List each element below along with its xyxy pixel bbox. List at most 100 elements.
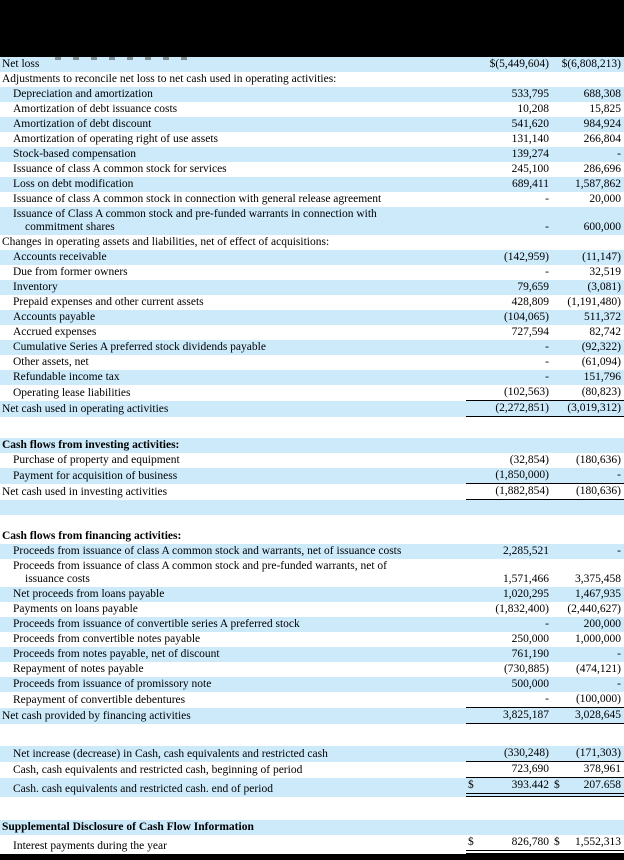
row-value-current: - [466,265,552,280]
row-label: Net loss [2,58,40,70]
amount-text: (1,191,480) [567,296,621,308]
row-value-current: (730,885) [466,662,552,677]
row-value-prior: (92,322) [552,340,624,355]
row-value-current: 723,690 [466,762,552,778]
amount-text: (80,823) [581,386,621,398]
row-label: Net cash used in operating activities [2,403,169,415]
row-value-current: 79,659 [466,280,552,295]
amount-text: 761,190 [511,648,549,660]
row-value-current: (330,248) [466,746,552,762]
amount-text: 15,825 [589,103,621,115]
row-label: Prepaid expenses and other current asset… [13,296,204,308]
amount-text: 131,140 [511,133,549,145]
currency-symbol: $ [554,836,560,848]
table-row: Repayment of notes payable (730,885) (474,… [0,662,624,677]
table-row: Proceeds from issuance of convertible se… [0,617,624,632]
row-value-current: 1,571,466 [466,572,552,587]
table-row: Payment for acquisition of business (1,85… [0,468,624,484]
amount-text: (1,850,000) [495,469,549,481]
row-value-current: (1,832,400) [466,602,552,617]
table-row: Other assets, net - (61,094) [0,355,624,370]
section-header-label: Supplemental Disclosure of Cash Flow Inf… [2,821,254,833]
row-value-prior: - [552,677,624,692]
row-value-prior: (3,081) [552,280,624,295]
row-value-current: - [466,617,552,632]
table-row: Accounts receivable (142,959) (11,147) [0,250,624,265]
row-label: Net increase (decrease) in Cash, cash eq… [13,748,328,760]
row-label: Payments on loans payable [13,603,138,615]
row-label: Interest payments during the year [13,840,167,852]
amount-text: 1,587,862 [575,178,621,190]
section-header-row: Supplemental Disclosure of Cash Flow Inf… [0,820,624,835]
table-row: Accounts payable (104,065) 511,372 [0,310,624,325]
amount-text: 32,519 [589,266,621,278]
row-value-current: 10,208 [466,102,552,117]
amount-text: - [617,148,621,160]
row-value-current: (1,882,854) [466,484,552,500]
amount-text: - [545,371,549,383]
amount-text: 1,020,295 [503,588,549,600]
table-row: Repayment of convertible debentures - (100… [0,692,624,708]
amount-text: 266,804 [583,133,621,145]
row-value-prior: (474,121) [552,662,624,677]
row-label: Amortization of debt issuance costs [13,103,178,115]
row-value-current: 1,020,295 [466,587,552,602]
table-row: Changes in operating assets and liabilit… [0,235,624,250]
table-row: Cash. cash equivalents and restricted ca… [0,778,624,797]
row-value-prior: 15,825 [552,102,624,117]
row-value-prior: (11,147) [552,250,624,265]
amount-text: - [617,545,621,557]
currency-symbol: $ [554,779,560,791]
amount-text: 200,000 [583,618,621,630]
row-value-prior: (61,094) [552,355,624,370]
table-row: Amortization of operating right of use a… [0,132,624,147]
amount-text: (102,563) [503,386,549,398]
table-row: Operating lease liabilities (102,563) (80,… [0,385,624,401]
amount-text: (1,832,400) [495,603,549,615]
row-label: Other assets, net [13,356,89,368]
table-row: Amortization of debt issuance costs 10,20… [0,102,624,117]
row-value-current: 250,000 [466,632,552,647]
row-label-wrap: commitment shares [25,221,115,233]
row-value-prior: (1,191,480) [552,295,624,310]
table-row: Issuance of class A common stock for ser… [0,162,624,177]
row-value-current: - [466,355,552,370]
amount-text: - [617,678,621,690]
table-row: Loss on debt modification 689,411 1,587,86… [0,177,624,192]
amount-text: 139,274 [511,148,549,160]
row-value-prior: (180,636) [552,453,624,468]
row-value-current: $826,780 [466,835,552,854]
spacer-row [0,500,624,515]
table-row: Net cash used in investing activities (1,… [0,484,624,500]
row-label: Loss on debt modification [13,178,134,190]
amount-text: 286,696 [583,163,621,175]
table-row: Adjustments to reconcile net loss to net… [0,72,624,87]
table-row: Issuance of class A common stock in conn… [0,192,624,207]
row-value-prior: $207.658 [552,778,624,797]
row-label: Amortization of debt discount [13,118,152,130]
row-value-current: 428,809 [466,295,552,310]
row-label: Amortization of operating right of use a… [13,133,219,145]
row-label: Net cash used in investing activities [2,486,168,498]
row-value-prior: 286,696 [552,162,624,177]
amount-text: - [545,193,549,205]
row-value-prior: (171,303) [552,746,624,762]
table-row: Prepaid expenses and other current asset… [0,295,624,310]
row-value-prior: 82,742 [552,325,624,340]
row-value-prior: 3,375,458 [552,572,624,587]
table-row: Proceeds from issuance of class A common… [0,559,624,587]
row-value-prior: (180,636) [552,484,624,500]
row-value-current: $(5,449,604) [466,57,552,72]
amount-text: 3,825,187 [503,709,549,721]
row-label: Issuance of Class A common stock and pre… [0,207,466,235]
row-value-current: 139,274 [466,147,552,162]
amount-text: 378,961 [583,763,621,775]
row-label: Adjustments to reconcile net loss to net… [2,73,337,85]
row-value-prior: (3,019,312) [552,401,624,417]
amount-text: (104,065) [503,311,549,323]
row-label: Proceeds from convertible notes payable [13,633,201,645]
row-value-prior: - [552,468,624,484]
amount-text: (180,636) [575,454,621,466]
amount-text: - [545,693,549,705]
